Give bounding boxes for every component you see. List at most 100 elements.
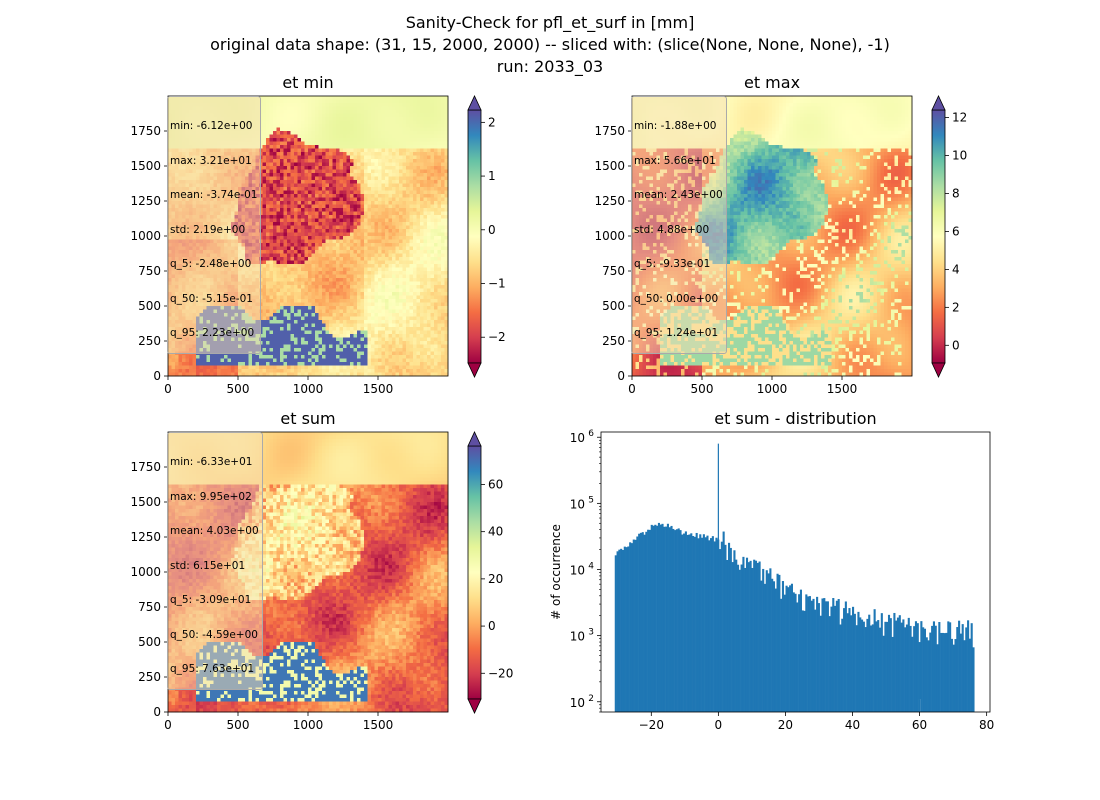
heatmap-cell <box>416 292 421 296</box>
heatmap-cell <box>378 285 382 289</box>
heatmap-cell <box>441 131 445 135</box>
heatmap-cell <box>395 190 400 195</box>
heatmap-cell <box>318 236 323 240</box>
heatmap-cell <box>420 302 424 307</box>
heatmap-cell <box>346 239 351 244</box>
heatmap-cell <box>416 134 421 139</box>
heatmap-cell <box>430 134 435 139</box>
heatmap-cell <box>283 117 288 121</box>
heatmap-cell <box>409 127 414 132</box>
heatmap-cell <box>353 197 358 202</box>
heatmap-cell <box>423 183 428 188</box>
heatmap-cell <box>322 183 326 188</box>
heatmap-cell <box>430 239 435 244</box>
heatmap-cell <box>304 222 309 226</box>
heatmap-cell <box>276 145 281 149</box>
heatmap-cell <box>399 138 403 142</box>
heatmap-cell <box>336 190 340 195</box>
heatmap-cell <box>367 159 372 163</box>
heatmap-cell <box>280 96 284 100</box>
heatmap-cell <box>399 229 403 233</box>
heatmap-cell <box>325 155 330 160</box>
heatmap-cell <box>402 264 407 268</box>
heatmap-cell <box>308 292 312 296</box>
heatmap-cell <box>364 208 368 212</box>
heatmap-cell <box>318 250 323 254</box>
heatmap-cell <box>329 264 333 268</box>
heatmap-cell <box>385 278 389 282</box>
heatmap-cell <box>353 162 358 167</box>
heatmap-cell <box>280 278 284 282</box>
heatmap-cell <box>409 306 414 310</box>
heatmap-cell <box>357 243 361 247</box>
heatmap-cell <box>353 295 358 300</box>
heatmap-cell <box>378 120 382 125</box>
heatmap-cell <box>413 148 417 153</box>
heatmap-cell <box>325 166 330 170</box>
heatmap-cell <box>318 211 323 216</box>
heatmap-cell <box>336 211 340 216</box>
heatmap-cell <box>325 253 330 258</box>
heatmap-cell <box>367 134 372 139</box>
heatmap-cell <box>315 183 319 188</box>
heatmap-cell <box>346 281 351 286</box>
heatmap-cell <box>339 99 344 104</box>
heatmap-cell <box>378 267 382 272</box>
heatmap-cell <box>343 148 347 153</box>
heatmap-cell <box>266 145 270 149</box>
heatmap-cell <box>294 285 298 289</box>
heatmap-cell <box>420 260 424 265</box>
heatmap-cell <box>381 292 386 296</box>
heatmap-cell <box>430 141 435 146</box>
heatmap-cell <box>266 120 270 125</box>
heatmap-cell <box>297 96 302 100</box>
heatmap-cell <box>434 295 438 300</box>
heatmap-cell <box>367 222 372 226</box>
heatmap-cell <box>311 222 316 226</box>
heatmap-cell <box>427 190 431 195</box>
heatmap-cell <box>290 225 295 230</box>
heatmap-cell <box>304 302 309 307</box>
heatmap-cell <box>388 103 393 107</box>
heatmap-cell <box>381 285 386 289</box>
heatmap-cell <box>357 257 361 261</box>
heatmap-cell <box>287 257 291 261</box>
heatmap-cell <box>399 190 403 195</box>
heatmap-cell <box>290 162 295 167</box>
heatmap-cell <box>392 145 396 149</box>
heatmap-cell <box>350 155 354 160</box>
heatmap-cell <box>276 299 281 303</box>
heatmap-cell <box>297 250 302 254</box>
heatmap-cell <box>381 155 386 160</box>
heatmap-cell <box>283 131 288 135</box>
heatmap-cell <box>441 99 445 104</box>
heatmap-cell <box>430 110 435 114</box>
heatmap-cell <box>406 106 410 111</box>
heatmap-cell <box>441 148 445 153</box>
heatmap-cell <box>318 180 323 184</box>
heatmap-cell <box>353 260 358 265</box>
heatmap-cell <box>280 201 284 205</box>
heatmap-cell <box>367 229 372 233</box>
heatmap-cell <box>350 176 354 181</box>
heatmap-cell <box>283 246 288 251</box>
heatmap-cell <box>318 124 323 128</box>
heatmap-cell <box>283 299 288 303</box>
heatmap-cell <box>378 306 382 310</box>
heatmap-cell <box>339 187 344 191</box>
heatmap-cell <box>346 253 351 258</box>
heatmap-cell <box>315 211 319 216</box>
heatmap-cell <box>283 267 288 272</box>
heatmap-cell <box>430 288 435 293</box>
heatmap-cell <box>388 96 393 100</box>
heatmap-cell <box>437 281 442 286</box>
heatmap-cell <box>374 299 379 303</box>
heatmap-cell <box>406 131 410 135</box>
heatmap-cell <box>322 99 326 104</box>
heatmap-cell <box>409 131 414 135</box>
heatmap-cell <box>297 222 302 226</box>
heatmap-cell <box>367 103 372 107</box>
heatmap-cell <box>339 236 344 240</box>
heatmap-cell <box>388 239 393 244</box>
heatmap-cell <box>346 292 351 296</box>
